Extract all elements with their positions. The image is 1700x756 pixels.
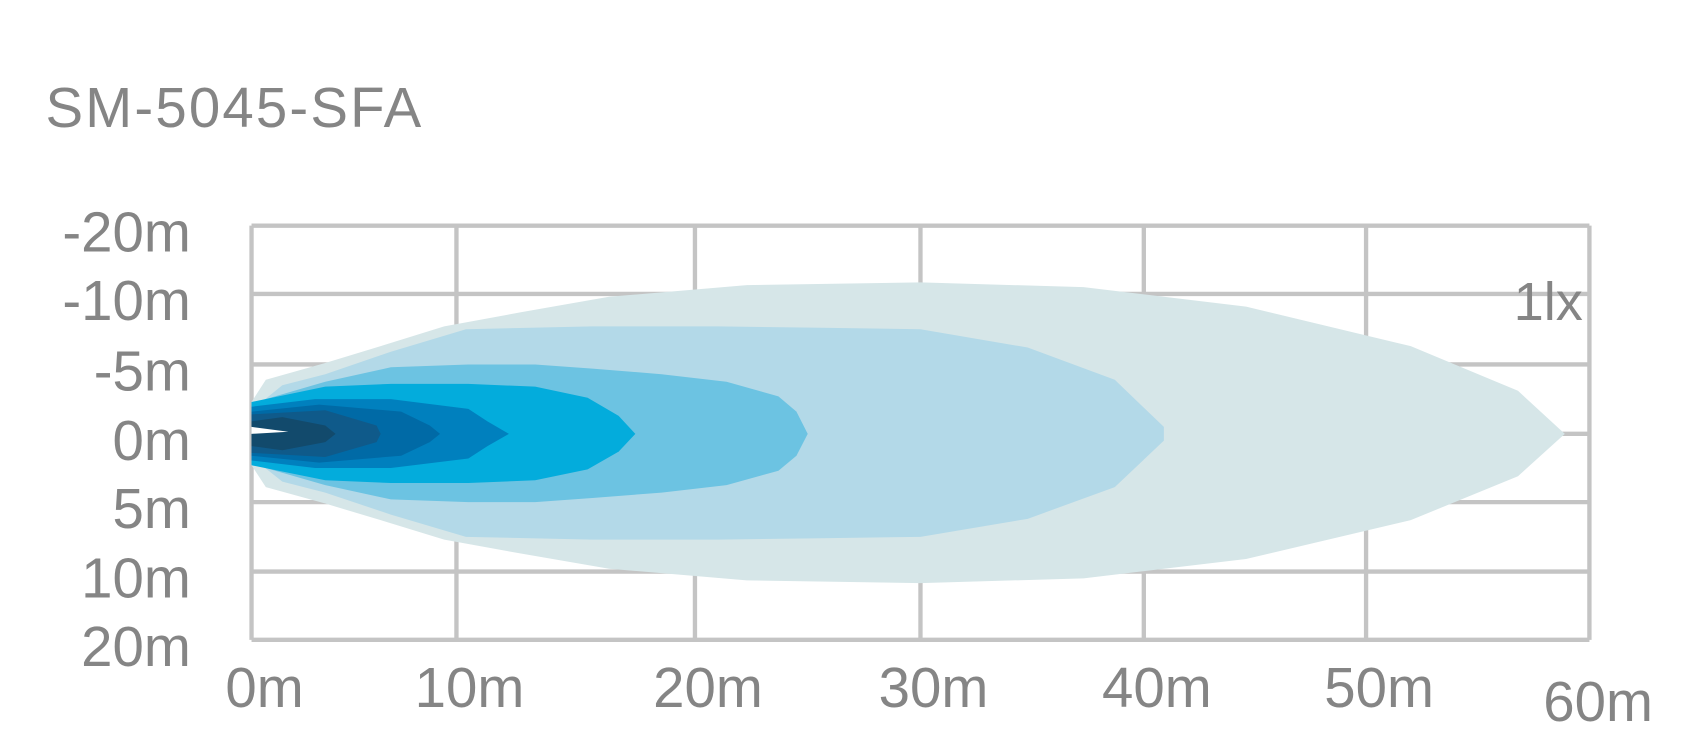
x-tick-label: 30m <box>879 656 989 719</box>
chart-title: SM-5045-SFA <box>46 76 424 139</box>
x-tick-label: 60m <box>1543 670 1653 733</box>
y-tick-label: 10m <box>81 547 191 610</box>
x-tick-label: 0m <box>225 656 303 719</box>
x-tick-label: 40m <box>1102 656 1212 719</box>
illuminance-annotation: 1lx <box>1514 272 1583 332</box>
y-tick-label: -10m <box>62 269 190 332</box>
contour-7 <box>251 417 336 451</box>
x-tick-label: 50m <box>1324 656 1434 719</box>
y-tick-label: -5m <box>94 339 191 402</box>
y-tick-label: 5m <box>113 477 191 540</box>
y-tick-label: 0m <box>113 409 191 472</box>
x-tick-label: 20m <box>653 656 763 719</box>
y-tick-label: 20m <box>81 615 191 678</box>
y-tick-label: -20m <box>62 201 190 264</box>
x-axis-ticks: 0m 10m 20m 30m 40m 50m 60m <box>225 656 1653 733</box>
contour-notch <box>251 426 289 434</box>
contour-group <box>251 282 1565 584</box>
x-tick-label: 10m <box>415 656 525 719</box>
